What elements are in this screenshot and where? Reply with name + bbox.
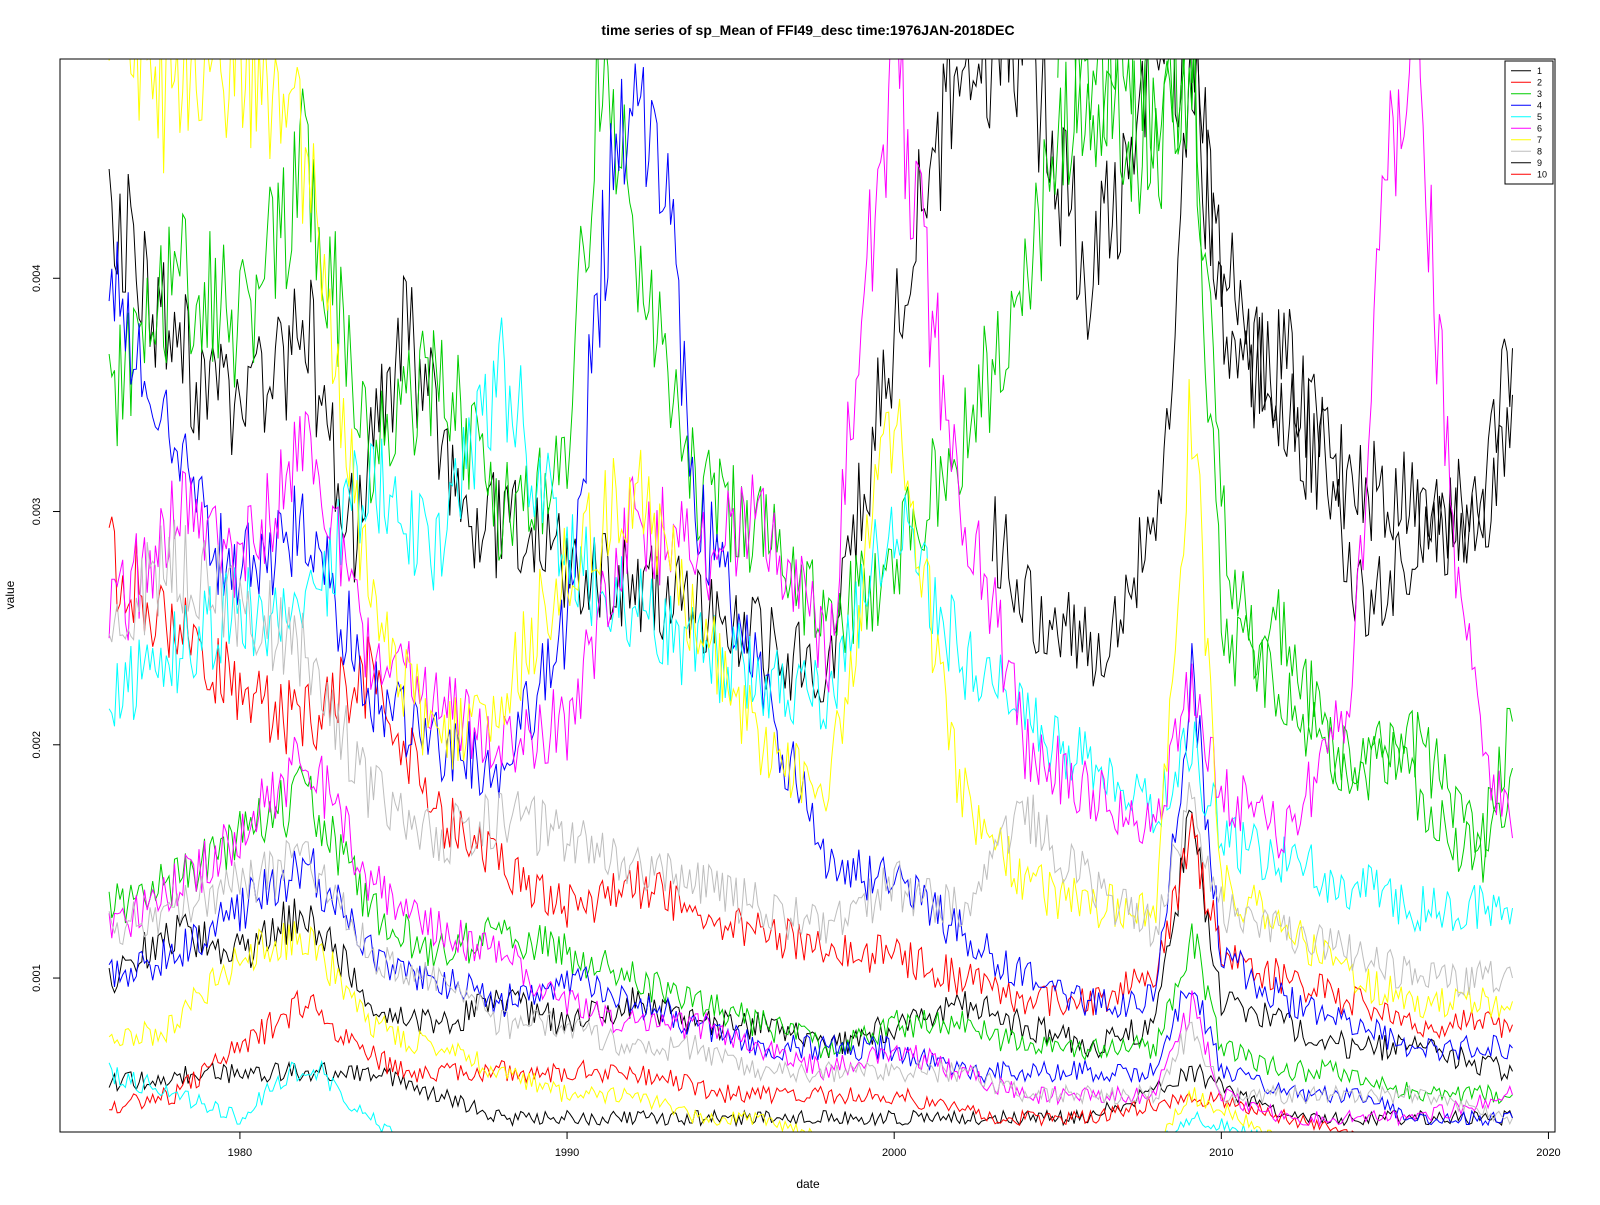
legend-label: 7 <box>1537 135 1542 145</box>
series-line <box>108 921 1282 1132</box>
legend: 12 34 56 78 910 <box>1504 60 1554 185</box>
x-tick-label: 2000 <box>882 1147 906 1159</box>
legend-label: 2 <box>1537 77 1542 87</box>
legend-label: 6 <box>1537 123 1542 133</box>
legend-label: 1 <box>1537 66 1542 76</box>
x-tick-label: 2020 <box>1536 1147 1560 1159</box>
series-line <box>108 1060 1513 1128</box>
legend-box <box>1504 60 1554 185</box>
legend-label: 5 <box>1537 112 1542 122</box>
series-line <box>109 989 1355 1132</box>
legend-label: 8 <box>1537 146 1542 156</box>
x-tick-label: 2010 <box>1209 1147 1233 1159</box>
y-tick-label: 0.001 <box>31 964 43 992</box>
legend-label: 10 <box>1537 169 1547 179</box>
legend-label: 9 <box>1537 158 1542 168</box>
series-layer <box>108 59 1513 1132</box>
chart-title: time series of sp_Mean of FFI49_desc tim… <box>601 22 1014 38</box>
series-line <box>108 519 1513 998</box>
series-line <box>108 317 1513 933</box>
series-line <box>108 848 1513 1127</box>
series-line <box>108 839 1513 1126</box>
y-tick-label: 0.003 <box>31 498 43 526</box>
x-tick-label: 1990 <box>555 1147 579 1159</box>
series-line <box>108 1059 1266 1132</box>
y-axis-label: value <box>3 580 17 609</box>
series-line <box>1057 59 1513 883</box>
series-line <box>991 59 1513 687</box>
series-line <box>108 59 1513 858</box>
series-line <box>108 63 1513 1062</box>
y-tick-label: 0.002 <box>31 731 43 759</box>
x-tick-label: 1980 <box>228 1147 252 1159</box>
series-line <box>108 764 1513 1105</box>
series-line <box>108 736 1513 1128</box>
y-tick-label: 0.004 <box>31 264 43 292</box>
series-line <box>108 809 1513 1082</box>
x-axis-label: date <box>796 1177 820 1191</box>
y-axis: 0.001 0.002 0.003 0.004 <box>31 264 61 992</box>
series-line <box>108 59 1513 1019</box>
legend-label: 4 <box>1537 100 1542 110</box>
x-axis: 1980 1990 2000 2010 2020 <box>228 1131 1561 1159</box>
legend-label: 3 <box>1537 89 1542 99</box>
series-line <box>108 59 1513 859</box>
series-line <box>108 516 1513 1040</box>
